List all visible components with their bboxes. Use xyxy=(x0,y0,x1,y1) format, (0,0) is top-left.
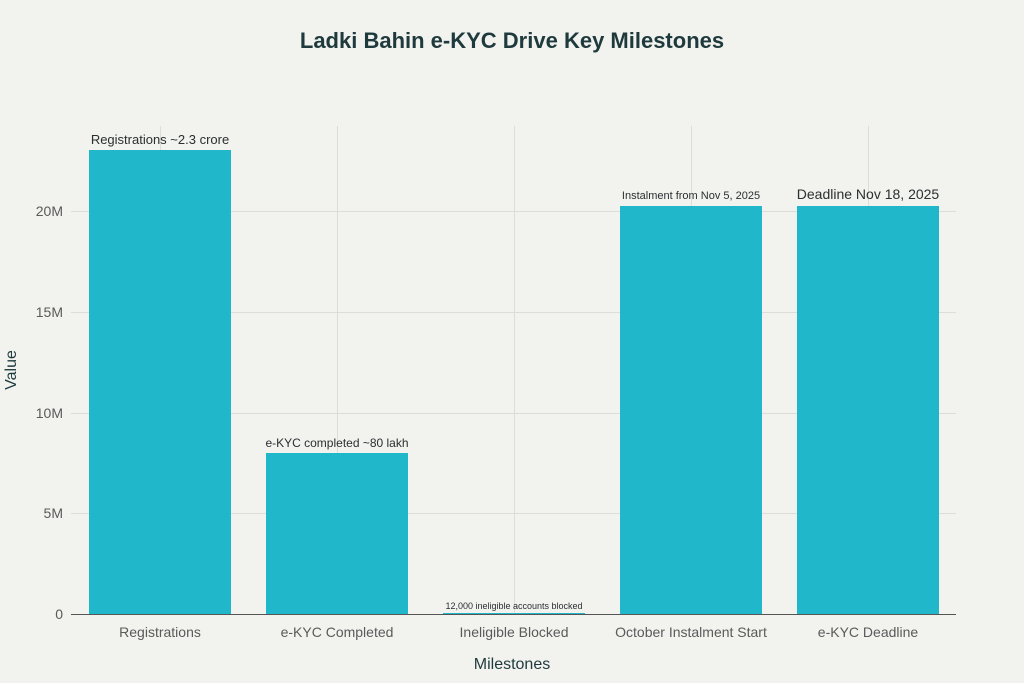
vgridline xyxy=(514,126,515,614)
bar-october-instalment xyxy=(620,206,762,614)
bar-annotation: Deadline Nov 18, 2025 xyxy=(796,186,940,202)
bar-ekyc-completed xyxy=(266,453,408,614)
x-tick-label: e-KYC Completed xyxy=(280,624,394,640)
y-tick-label: 0 xyxy=(55,606,63,622)
bar-annotation: 12,000 ineligible accounts blocked xyxy=(445,601,583,611)
x-tick-label: Registrations xyxy=(119,624,201,640)
y-tick-label: 15M xyxy=(35,304,63,320)
x-tick-label: Ineligible Blocked xyxy=(459,624,569,640)
bar-ekyc-deadline xyxy=(797,206,939,614)
gridline-10m xyxy=(71,413,956,414)
bar-annotation: e-KYC completed ~80 lakh xyxy=(265,436,409,450)
vgridline xyxy=(337,126,338,614)
bar-annotation: Instalment from Nov 5, 2025 xyxy=(621,190,761,202)
bar-annotation: Registrations ~2.3 crore xyxy=(90,132,230,147)
y-tick-label: 5M xyxy=(43,505,63,521)
gridline-20m xyxy=(71,211,956,212)
x-tick-label: e-KYC Deadline xyxy=(817,624,919,640)
gridline-5m xyxy=(71,513,956,514)
y-tick-label: 20M xyxy=(35,203,63,219)
chart-title: Ladki Bahin e-KYC Drive Key Milestones xyxy=(299,28,725,53)
gridline-15m xyxy=(71,312,956,313)
x-axis-line xyxy=(71,614,956,615)
x-tick-label: October Instalment Start xyxy=(615,624,767,640)
y-axis-label: Value xyxy=(3,350,20,390)
bar-registrations xyxy=(89,150,231,614)
bar-ineligible-blocked xyxy=(443,613,585,614)
x-axis-label: Milestones xyxy=(473,656,551,673)
y-tick-label: 10M xyxy=(35,405,63,421)
